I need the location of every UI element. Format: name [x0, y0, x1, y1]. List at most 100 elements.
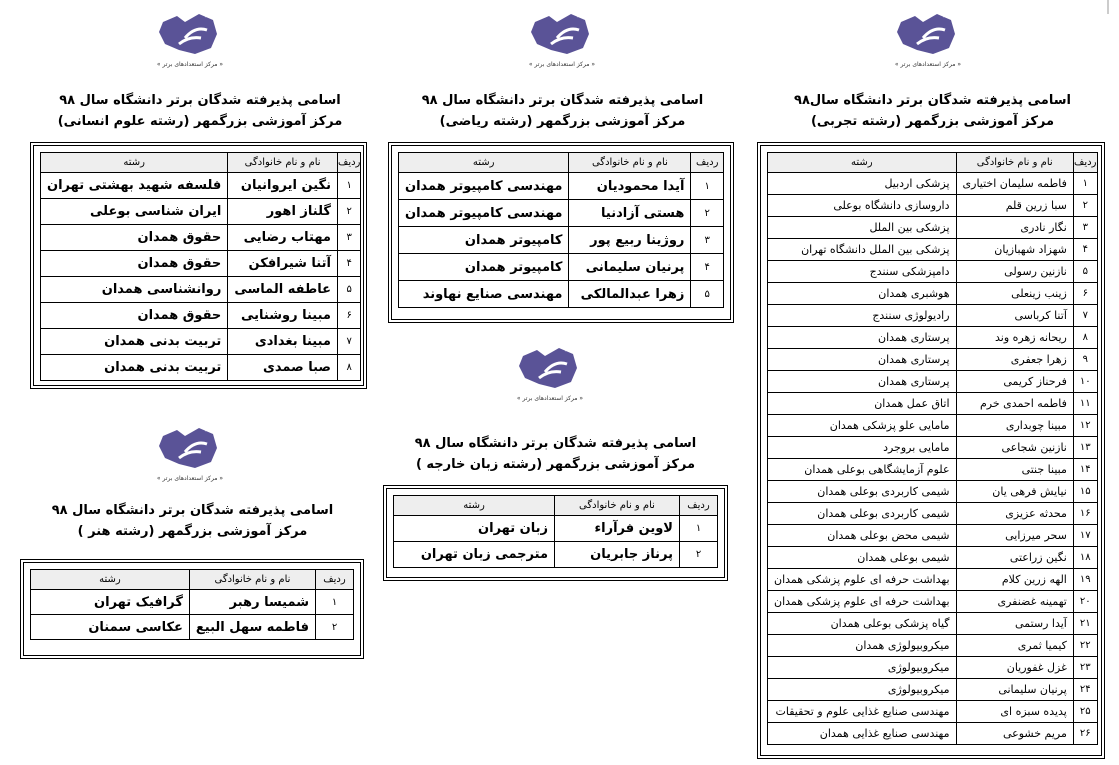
- student-name: نازنین شجاعی: [955, 436, 1074, 459]
- title-language: اسامی پذیرفته شدگان برتر دانشگاه سال ۹۸ …: [383, 433, 728, 475]
- header-radif: ردیف: [690, 152, 724, 173]
- table-row: ۸ صبا صمدی تربیت بدنی همدان: [39, 354, 362, 381]
- student-name: شمیسا رهبر: [188, 589, 317, 615]
- student-name: نیایش فرهی یان: [955, 480, 1074, 503]
- logo-art: « مرکز استعدادهای برتر »: [150, 422, 230, 492]
- row-number: ۲: [690, 199, 724, 227]
- logo-humanities: « مرکز استعدادهای برتر »: [150, 8, 230, 78]
- table-row: ۱۷ سحر میرزایی شیمی محض بوعلی همدان: [767, 524, 1098, 547]
- student-name: آتنا کرباسی: [955, 304, 1074, 327]
- field-of-study: پزشکی اردبیل: [767, 172, 957, 195]
- header-field: رشته: [397, 152, 570, 173]
- field-of-study: مهندسی صنایع غذایی همدان: [767, 722, 957, 745]
- title-line2: مرکز آموزشی بزرگمهر (رشته علوم انسانی): [57, 114, 343, 129]
- table-row: ۲ هستی آزادنیا مهندسی کامپیوتر همدان: [397, 199, 724, 227]
- logo-tagline: « مرکز استعدادهای برتر »: [894, 61, 962, 68]
- title-line2: مرکز آموزشی بزرگمهر (رشته زبان خارجه ): [415, 457, 696, 472]
- field-of-study: بهداشت حرفه ای علوم پزشکی همدان: [767, 568, 957, 591]
- student-name: تهمینه غضنفری: [955, 590, 1074, 613]
- row-number: ۸: [1072, 326, 1098, 349]
- row-number: ۳: [336, 224, 362, 251]
- table-row: ۱۵ نیایش فرهی یان شیمی کاربردی بوعلی همدان: [767, 480, 1098, 503]
- logo-icon: [531, 8, 590, 54]
- table-row: ۱۶ محدثه عزیزی شیمی کاربردی بوعلی همدان: [767, 502, 1098, 525]
- field-of-study: مهندسی صنایع نهاوند: [397, 280, 570, 308]
- logo-math: « مرکز استعدادهای برتر »: [522, 8, 602, 78]
- row-number: ۲: [336, 198, 362, 225]
- logo-icon: [159, 8, 218, 54]
- field-of-study: اتاق عمل همدان: [767, 392, 957, 415]
- field-of-study: کامپیوتر همدان: [397, 226, 570, 254]
- table-row: ۷ آتنا کرباسی رادیولوژی سنندج: [767, 304, 1098, 327]
- table-header: ردیف نام و نام خانوادگی رشته: [393, 495, 718, 516]
- field-of-study: مهندسی صنایع غذایی علوم و تحقیقات: [767, 700, 957, 723]
- student-name: زهرا عبدالمالکی: [568, 280, 692, 308]
- header-radif: ردیف: [315, 569, 354, 590]
- student-name: آیدا رستمی: [955, 612, 1074, 635]
- field-of-study: مامایی علو پزشکی همدان: [767, 414, 957, 437]
- student-name: ریحانه زهره وند: [955, 326, 1074, 349]
- row-number: ۱۷: [1072, 524, 1098, 547]
- table-row: ۱ آیدا محمودیان مهندسی کامپیوتر همدان: [397, 172, 724, 200]
- row-number: ۱۹: [1072, 568, 1098, 591]
- table-row: ۱۹ الهه زرین کلام بهداشت حرفه ای علوم پزشک…: [767, 568, 1098, 591]
- header-radif: ردیف: [1072, 152, 1098, 173]
- student-name: نگین ایروانیان: [227, 172, 338, 199]
- row-number: ۲: [679, 541, 718, 568]
- student-name: زهرا جعفری: [955, 348, 1074, 371]
- student-name: آیدا محمودیان: [568, 172, 692, 200]
- table-header: ردیف نام و نام خانوادگی رشته: [39, 152, 362, 173]
- header-field: رشته: [393, 495, 555, 516]
- field-of-study: میکروبیولوژی: [767, 656, 957, 679]
- field-of-study: مهندسی کامپیوتر همدان: [397, 199, 570, 227]
- table-row: ۴ آتنا شیرافکن حقوق همدان: [39, 250, 362, 277]
- row-number: ۴: [1072, 238, 1098, 261]
- table-row: ۱ نگین ایروانیان فلسفه شهید بهشتی تهران: [39, 172, 362, 199]
- table-row: ۲۶ مریم خشوعی مهندسی صنایع غذایی همدان: [767, 722, 1098, 745]
- logo-experimental: « مرکز استعدادهای برتر »: [888, 8, 968, 78]
- field-of-study: شیمی کاربردی بوعلی همدان: [767, 502, 957, 525]
- logo-icon: [519, 342, 578, 388]
- table-row: ۱ فاطمه سلیمان اختیاری پزشکی اردبیل: [767, 172, 1098, 195]
- logo-icon: [897, 8, 956, 54]
- row-number: ۱۲: [1072, 414, 1098, 437]
- table-row: ۱۴ مبینا جنتی علوم آزمایشگاهی بوعلی همدان: [767, 458, 1098, 481]
- row-number: ۱: [690, 172, 724, 200]
- field-of-study: گیاه پزشکی بوعلی همدان: [767, 612, 957, 635]
- header-name: نام و نام خانوادگی: [554, 495, 680, 516]
- field-of-study: پزشکی بین الملل: [767, 216, 957, 239]
- student-name: هستی آزادنیا: [568, 199, 692, 227]
- student-name: پرناز جابریان: [554, 541, 680, 568]
- student-name: الهه زرین کلام: [955, 568, 1074, 591]
- header-field: رشته: [767, 152, 957, 173]
- row-number: ۲۳: [1072, 656, 1098, 679]
- header-field: رشته: [39, 152, 229, 173]
- row-number: ۲: [315, 614, 354, 640]
- field-of-study: دامپزشکی سنندج: [767, 260, 957, 283]
- table-row: ۲ سبا زرین قلم داروسازی دانشگاه بوعلی: [767, 194, 1098, 217]
- table-row: ۳ مهتاب رضایی حقوق همدان: [39, 224, 362, 251]
- student-name: مریم خشوعی: [955, 722, 1074, 745]
- student-name: پرنیان سلیمانی: [568, 253, 692, 281]
- row-number: ۵: [690, 280, 724, 308]
- student-name: آتنا شیرافکن: [227, 250, 338, 277]
- field-of-study: مامایی بروجرد: [767, 436, 957, 459]
- logo-tagline: « مرکز استعدادهای برتر »: [528, 61, 596, 68]
- title-line1: اسامی پذیرفته شدگان برتر دانشگاه سال۹۸: [794, 93, 1071, 108]
- field-of-study: شیمی بوعلی همدان: [767, 546, 957, 569]
- field-of-study: رادیولوژی سنندج: [767, 304, 957, 327]
- field-of-study: شیمی محض بوعلی همدان: [767, 524, 957, 547]
- row-number: ۶: [1072, 282, 1098, 305]
- row-number: ۷: [336, 328, 362, 355]
- student-name: مبینا روشنایی: [227, 302, 338, 329]
- table-humanities: ردیف نام و نام خانوادگی رشته ۱ نگین ایروانیا…: [30, 142, 367, 389]
- field-of-study: حقوق همدان: [39, 302, 229, 329]
- table-math: ردیف نام و نام خانوادگی رشته ۱ آیدا محمودیان…: [388, 142, 734, 323]
- field-of-study: داروسازی دانشگاه بوعلی: [767, 194, 957, 217]
- table-row: ۲۲ کیمیا ثمری میکروبیولوژی همدان: [767, 634, 1098, 657]
- field-of-study: میکروبیولوژی همدان: [767, 634, 957, 657]
- student-name: فاطمه سلیمان اختیاری: [955, 172, 1074, 195]
- student-name: عاطفه الماسی: [227, 276, 338, 303]
- table-experimental: ردیف نام و نام خانوادگی رشته ۱ فاطمه سلیمان …: [757, 142, 1105, 759]
- table-row: ۳ نگار نادری پزشکی بین الملل: [767, 216, 1098, 239]
